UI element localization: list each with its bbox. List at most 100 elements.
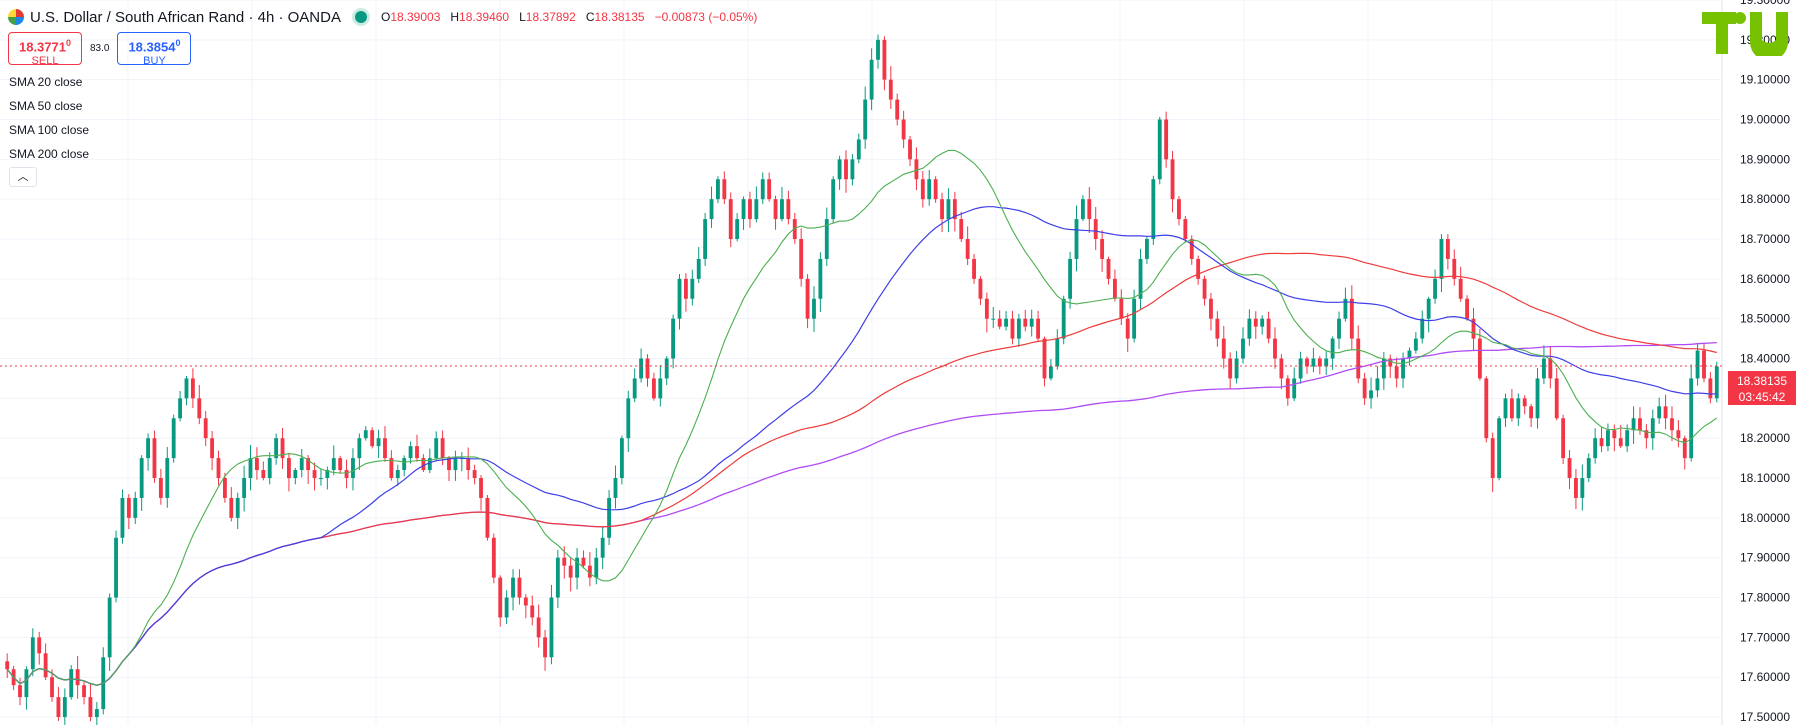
candle-body [383,438,387,459]
candle-body [575,557,579,578]
sma-20-line [6,149,1718,686]
candle-body [1586,458,1591,479]
candle-body [1145,239,1149,259]
candle-body [395,470,400,479]
candle-body [1407,350,1412,359]
candle-body [479,478,483,498]
candle-body [952,199,957,220]
indicator-sma-50[interactable]: SMA 50 close [9,99,83,113]
candle-body [274,438,279,459]
candle-body [1452,258,1457,279]
candle-body [1068,258,1073,299]
candle-body [562,557,567,566]
candle-body [1631,418,1636,431]
candle-body [344,470,349,479]
candle-body [376,438,381,447]
candle-body [812,298,816,319]
candle-body [805,278,810,319]
indicator-sma-200[interactable]: SMA 200 close [9,147,90,161]
sma-50-line [6,206,1717,686]
candle-body [703,219,708,259]
candle-body [1196,258,1201,279]
candle-body [1170,159,1175,200]
candle-body [261,470,266,479]
candle-body [88,697,93,718]
candle-body [1234,358,1239,379]
candle-body [408,446,413,459]
candle-body [1317,358,1322,367]
candle-body [722,179,727,200]
candle-body [594,557,599,578]
spread-value: 83.0 [90,43,110,54]
candle-body [1503,398,1508,419]
candle-body [1708,378,1713,399]
candlestick-series [5,34,1719,725]
candle-body [517,577,522,598]
candle-body [1593,438,1598,459]
candle-body [1484,378,1489,439]
candle-body [690,278,695,299]
price-tick-label: 17.90000 [1740,551,1790,565]
price-tick-label: 17.80000 [1740,591,1790,605]
candle-body [190,378,195,399]
candle-body [1465,298,1470,319]
candle-body [427,458,432,471]
candle-body [511,577,515,598]
candle-body [165,458,170,498]
candle-body [1369,390,1373,399]
candle-body [1349,298,1354,339]
candle-body [389,458,394,479]
price-tick-label: 19.10000 [1740,73,1790,87]
candle-body [1266,318,1271,339]
sell-button[interactable]: 18.37710 SELL [8,32,82,67]
candle-body [466,458,471,471]
candle-body [1657,406,1662,419]
candle-body [338,458,343,471]
candle-body [415,446,419,459]
candle-body [1439,239,1444,279]
candle-body [1433,278,1437,299]
candle-body [235,497,240,518]
symbol-title[interactable]: U.S. Dollar / South African Rand · 4h · … [30,8,341,26]
candle-body [1445,239,1450,259]
last-price-value: 18.38135 [1736,374,1788,388]
candle-body [1535,378,1540,419]
ohlc-open: O18.39003 [380,10,441,24]
candle-body [984,298,989,319]
candle-body [581,557,586,566]
candle-body [43,653,48,678]
chevron-up-icon: ︿ [17,171,29,183]
candle-body [1189,239,1194,259]
candle-body [1106,258,1111,279]
candle-body [1311,358,1316,367]
candle-body [1100,239,1105,259]
candle-body [767,179,772,200]
candle-body [1036,318,1041,339]
candle-body [1132,298,1137,339]
candle-body [831,179,836,220]
candle-body [959,219,964,240]
candle-body [632,378,637,399]
price-tick-label: 17.60000 [1740,670,1790,684]
candle-body [549,597,554,658]
candle-body [607,497,612,538]
candle-body [1394,366,1399,379]
buy-button[interactable]: 18.38540 BUY [117,32,192,67]
candle-body [114,537,118,598]
indicator-sma-20[interactable]: SMA 20 close [9,75,83,89]
candle-body [664,358,669,379]
collapse-legend-button[interactable]: ︿ [9,167,37,187]
indicator-sma-100[interactable]: SMA 100 close [9,123,90,137]
candle-body [735,219,740,240]
candle-body [491,537,496,578]
candle-body [1375,378,1380,391]
candle-body [1202,278,1207,299]
candle-body [1209,298,1213,319]
candle-body [306,458,311,471]
candle-body [773,199,778,220]
candle-body [671,318,676,359]
candle-body [1362,378,1367,399]
candle-body [1055,338,1060,367]
candle-body [1561,418,1566,459]
